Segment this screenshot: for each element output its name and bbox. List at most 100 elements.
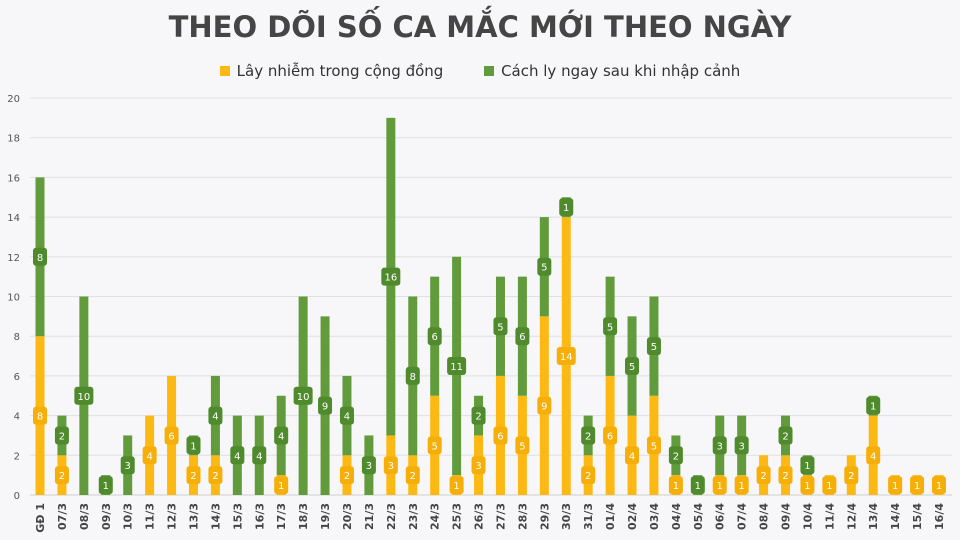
data-label: 2 (59, 431, 65, 442)
data-label: 2 (760, 471, 766, 482)
x-tick-label: 21/3 (363, 503, 376, 530)
data-label: 1 (103, 481, 109, 492)
data-label: 2 (782, 431, 788, 442)
data-label: 3 (388, 461, 394, 472)
data-label-box (449, 476, 464, 495)
legend: Lây nhiễm trong cộng đồng Cách ly ngay s… (0, 62, 960, 80)
data-label: 1 (695, 481, 701, 492)
x-tick-label: 12/3 (166, 503, 179, 530)
data-label: 8 (37, 412, 43, 423)
data-label-box (932, 476, 946, 495)
data-label-box (515, 327, 530, 346)
y-tick-label: 8 (14, 332, 20, 343)
x-tick-label: 27/3 (494, 503, 507, 530)
x-tick-label: 22/3 (385, 503, 398, 530)
data-label: 3 (125, 461, 131, 472)
data-label: 4 (278, 431, 284, 442)
data-label-box (54, 466, 69, 485)
data-label: 9 (322, 402, 328, 413)
data-label: 2 (59, 471, 65, 482)
data-label-box (493, 426, 508, 445)
data-label: 1 (453, 481, 459, 492)
data-label-box (361, 456, 376, 475)
x-tick-label: 20/3 (341, 503, 354, 530)
data-label: 2 (782, 471, 788, 482)
data-label: 5 (431, 441, 437, 452)
data-label-box (712, 436, 727, 455)
data-label-box (427, 436, 442, 455)
x-tick-label: 31/3 (582, 503, 595, 530)
data-label: 4 (234, 451, 240, 462)
data-label: 4 (256, 451, 262, 462)
data-label-box (559, 198, 574, 217)
data-label: 6 (607, 431, 613, 442)
x-tick-label: 11/3 (144, 503, 157, 530)
x-tick-label: 26/3 (473, 503, 486, 530)
data-label: 10 (77, 392, 90, 403)
data-label-box (186, 436, 201, 455)
data-label-box (866, 396, 881, 415)
legend-label-quarantine: Cách ly ngay sau khi nhập cảnh (501, 62, 741, 80)
data-label: 14 (560, 352, 573, 363)
data-label-box (318, 396, 333, 415)
data-label-box (252, 446, 267, 465)
legend-item-quarantine: Cách ly ngay sau khi nhập cảnh (484, 62, 740, 80)
data-label-box (888, 476, 903, 495)
data-label-box (537, 396, 552, 415)
chart-title: THEO DÕI SỐ CA MẮC MỚI THEO NGÀY (168, 10, 792, 44)
y-tick-label: 2 (14, 451, 20, 462)
data-label-box (734, 436, 749, 455)
x-tick-label: 08/4 (758, 503, 771, 530)
x-tick-label: 18/3 (297, 503, 310, 530)
data-label: 1 (804, 461, 810, 472)
data-label: 1 (936, 481, 942, 492)
data-label: 16 (384, 273, 397, 284)
data-label-box (556, 347, 576, 366)
data-label: 1 (190, 441, 196, 452)
x-tick-label: 07/4 (736, 503, 749, 530)
data-label-box (74, 386, 94, 405)
data-label: 5 (607, 322, 613, 333)
data-label-box (471, 456, 486, 475)
data-label-box (208, 466, 223, 485)
data-label: 9 (541, 402, 547, 413)
data-label: 3 (717, 441, 723, 452)
data-label-box (668, 476, 683, 495)
data-label: 5 (497, 322, 503, 333)
data-label: 1 (717, 481, 723, 492)
data-label: 6 (431, 332, 437, 343)
legend-swatch-community (219, 66, 230, 76)
data-label: 4 (870, 451, 876, 462)
data-label-box (164, 426, 179, 445)
data-label-box (756, 466, 771, 485)
data-label-box (383, 456, 398, 475)
x-tick-label: 23/3 (407, 503, 420, 530)
x-tick-label: GĐ 1 (34, 503, 47, 533)
x-tick-label: 07/3 (56, 503, 69, 530)
x-tick-label: 29/3 (538, 503, 551, 530)
data-label: 4 (344, 412, 350, 423)
data-label-box (822, 476, 837, 495)
data-label: 3 (366, 461, 372, 472)
x-tick-label: 13/3 (187, 503, 200, 530)
data-label-box (186, 466, 201, 485)
data-label-box (910, 476, 925, 495)
data-label-box (646, 436, 661, 455)
x-tick-label: 15/3 (231, 503, 244, 530)
data-label: 3 (475, 461, 481, 472)
x-tick-label: 04/4 (670, 503, 683, 530)
data-label: 2 (585, 471, 591, 482)
data-label-box (427, 327, 442, 346)
data-label: 1 (870, 402, 876, 413)
data-label: 5 (519, 441, 525, 452)
data-label: 6 (168, 431, 174, 442)
data-label: 8 (37, 253, 43, 264)
y-tick-label: 20 (7, 94, 20, 105)
data-label-box (844, 466, 859, 485)
data-label: 3 (738, 441, 744, 452)
x-tick-label: 11/4 (823, 503, 836, 530)
x-tick-label: 14/3 (209, 503, 222, 530)
data-label-box (120, 456, 135, 475)
x-tick-label: 01/4 (604, 503, 617, 530)
x-tick-label: 24/3 (429, 503, 442, 530)
